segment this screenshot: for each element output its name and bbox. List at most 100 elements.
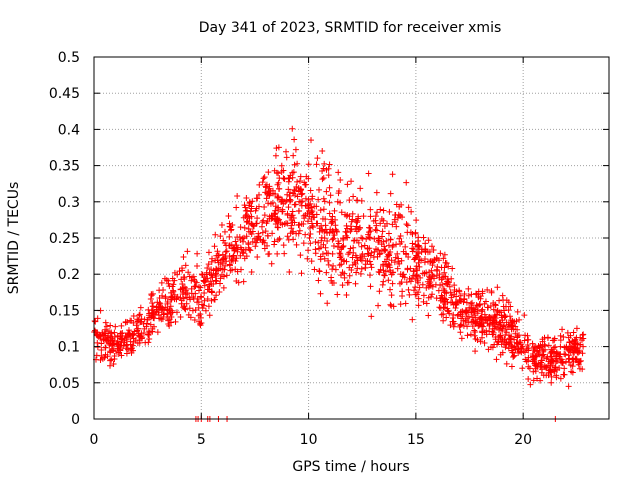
data-point (267, 187, 274, 194)
data-point (508, 336, 515, 343)
data-point (217, 275, 224, 282)
data-point (294, 160, 301, 167)
data-point (396, 203, 403, 210)
data-point (566, 347, 573, 354)
data-point (314, 155, 321, 162)
data-point (271, 167, 278, 174)
data-point (177, 314, 184, 321)
data-point (560, 371, 567, 378)
data-point (478, 315, 485, 322)
data-point (297, 173, 304, 180)
data-point (261, 174, 268, 181)
data-point (364, 250, 371, 257)
data-point (488, 344, 495, 351)
chart-title: Day 341 of 2023, SRMTID for receiver xmi… (199, 20, 502, 36)
data-point (537, 361, 544, 368)
data-point (567, 332, 574, 339)
data-point (349, 254, 356, 261)
data-point (219, 251, 226, 258)
data-point (223, 242, 230, 249)
y-tick-label: 0.3 (58, 195, 80, 211)
data-point (461, 290, 468, 297)
data-point (229, 266, 236, 273)
data-point (350, 244, 357, 251)
data-point (545, 370, 552, 377)
data-point (289, 125, 296, 132)
data-point (122, 318, 129, 325)
data-point (439, 294, 446, 301)
data-point (161, 275, 168, 282)
data-point (415, 289, 422, 296)
data-point (549, 337, 556, 344)
data-point (255, 203, 262, 210)
data-point (304, 218, 311, 225)
data-points (91, 125, 587, 422)
data-point (394, 250, 401, 257)
data-point (349, 261, 356, 268)
data-point (322, 226, 329, 233)
data-point (410, 268, 417, 275)
data-point (514, 326, 521, 333)
data-point (441, 298, 448, 305)
data-point (417, 274, 424, 281)
data-point (298, 270, 305, 277)
data-point (255, 230, 262, 237)
data-point (359, 235, 366, 242)
data-point (206, 312, 213, 319)
data-point (548, 346, 555, 353)
data-point (107, 322, 114, 329)
data-point (579, 350, 586, 357)
data-point (307, 187, 314, 194)
data-point (284, 233, 291, 240)
data-point (366, 229, 373, 236)
data-point (403, 279, 410, 286)
data-point (361, 242, 368, 249)
y-tick-label: 0.5 (58, 50, 80, 66)
data-point (575, 361, 582, 368)
data-point (478, 320, 485, 327)
data-point (489, 328, 496, 335)
data-point (393, 241, 400, 248)
data-point (290, 228, 297, 235)
data-point (146, 329, 153, 336)
data-point (367, 206, 374, 213)
data-point (180, 295, 187, 302)
data-point (232, 266, 239, 273)
data-point (368, 313, 375, 320)
data-point (433, 295, 440, 302)
data-point (474, 310, 481, 317)
data-point (275, 144, 282, 151)
data-point (426, 280, 433, 287)
data-point (171, 277, 178, 284)
data-point (400, 271, 407, 278)
data-point (324, 300, 331, 307)
data-point (547, 366, 554, 373)
data-point (172, 318, 179, 325)
data-point (177, 294, 184, 301)
data-point (433, 266, 440, 273)
data-point (199, 305, 206, 312)
data-point (514, 308, 521, 315)
data-point (509, 349, 516, 356)
data-point (388, 292, 395, 299)
data-point (207, 278, 214, 285)
data-point (342, 228, 349, 235)
data-point (514, 346, 521, 353)
data-point (102, 319, 109, 326)
data-point (413, 217, 420, 224)
data-point (457, 297, 464, 304)
data-point (392, 211, 399, 218)
data-point (501, 322, 508, 329)
data-point (306, 234, 313, 241)
data-point (159, 304, 166, 311)
data-point (280, 200, 287, 207)
data-point (376, 269, 383, 276)
data-point (379, 281, 386, 288)
data-point (437, 250, 444, 257)
data-point (329, 279, 336, 286)
data-point (343, 292, 350, 299)
data-point (428, 267, 435, 274)
data-point (168, 313, 175, 320)
data-point (407, 229, 414, 236)
data-point (265, 232, 271, 239)
